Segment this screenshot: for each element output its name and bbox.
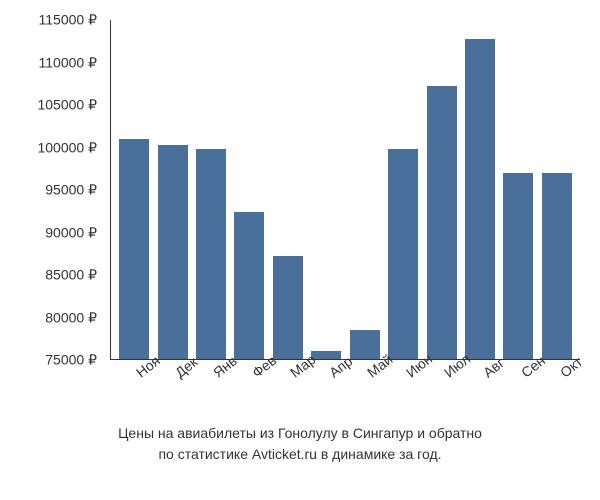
x-axis: НояДекЯнвФевМарАпрМайИюнИюлАвгСенОкт bbox=[110, 362, 580, 422]
bar bbox=[311, 351, 341, 359]
y-tick-label: 100000 ₽ bbox=[37, 139, 97, 156]
x-slot: Янв bbox=[191, 362, 230, 422]
bar bbox=[427, 86, 457, 359]
bar-slot bbox=[422, 20, 460, 359]
chart-caption: Цены на авиабилеты из Гонолулу в Сингапу… bbox=[0, 423, 600, 464]
bar bbox=[158, 145, 188, 359]
x-slot: Июл bbox=[422, 362, 461, 422]
x-slot: Фев bbox=[230, 362, 269, 422]
x-slot: Апр bbox=[307, 362, 346, 422]
bar-slot bbox=[538, 20, 576, 359]
y-axis: 75000 ₽80000 ₽85000 ₽90000 ₽95000 ₽10000… bbox=[15, 20, 105, 360]
bar bbox=[234, 212, 264, 359]
y-tick-label: 90000 ₽ bbox=[45, 224, 97, 241]
bars-group bbox=[111, 20, 580, 359]
bar-slot bbox=[307, 20, 345, 359]
caption-line2: по статистике Avticket.ru в динамике за … bbox=[158, 446, 441, 462]
x-slot: Июн bbox=[384, 362, 423, 422]
y-tick-label: 110000 ₽ bbox=[39, 54, 97, 71]
x-slot: Мар bbox=[268, 362, 307, 422]
y-tick-label: 75000 ₽ bbox=[45, 352, 97, 369]
bar bbox=[350, 330, 380, 359]
bar-slot bbox=[230, 20, 268, 359]
bar bbox=[388, 149, 418, 359]
y-tick-label: 105000 ₽ bbox=[37, 97, 97, 114]
y-tick-label: 115000 ₽ bbox=[39, 12, 97, 29]
bar-slot bbox=[461, 20, 499, 359]
bar bbox=[273, 256, 303, 359]
y-tick-label: 85000 ₽ bbox=[45, 267, 97, 284]
x-slot: Дек bbox=[153, 362, 192, 422]
bar bbox=[503, 173, 533, 359]
bar-slot bbox=[115, 20, 153, 359]
x-slot: Сен bbox=[499, 362, 538, 422]
bar bbox=[196, 149, 226, 359]
bar-slot bbox=[269, 20, 307, 359]
bar-slot bbox=[346, 20, 384, 359]
y-tick-label: 95000 ₽ bbox=[45, 182, 97, 199]
caption-line1: Цены на авиабилеты из Гонолулу в Сингапу… bbox=[118, 425, 482, 441]
y-tick-label: 80000 ₽ bbox=[45, 309, 97, 326]
bar bbox=[542, 173, 572, 359]
x-slot: Ноя bbox=[114, 362, 153, 422]
price-chart: 75000 ₽ 80000 ₽ 85000 ₽ 90000 ₽ 95000 ₽ 10000… bbox=[15, 20, 585, 400]
bar-slot bbox=[153, 20, 191, 359]
x-slot: Май bbox=[345, 362, 384, 422]
bar-slot bbox=[192, 20, 230, 359]
bar-slot bbox=[384, 20, 422, 359]
x-slot: Окт bbox=[538, 362, 577, 422]
x-slot: Авг bbox=[461, 362, 500, 422]
bar bbox=[119, 139, 149, 359]
bar bbox=[465, 39, 495, 359]
bar-slot bbox=[499, 20, 537, 359]
plot-area bbox=[110, 20, 580, 360]
